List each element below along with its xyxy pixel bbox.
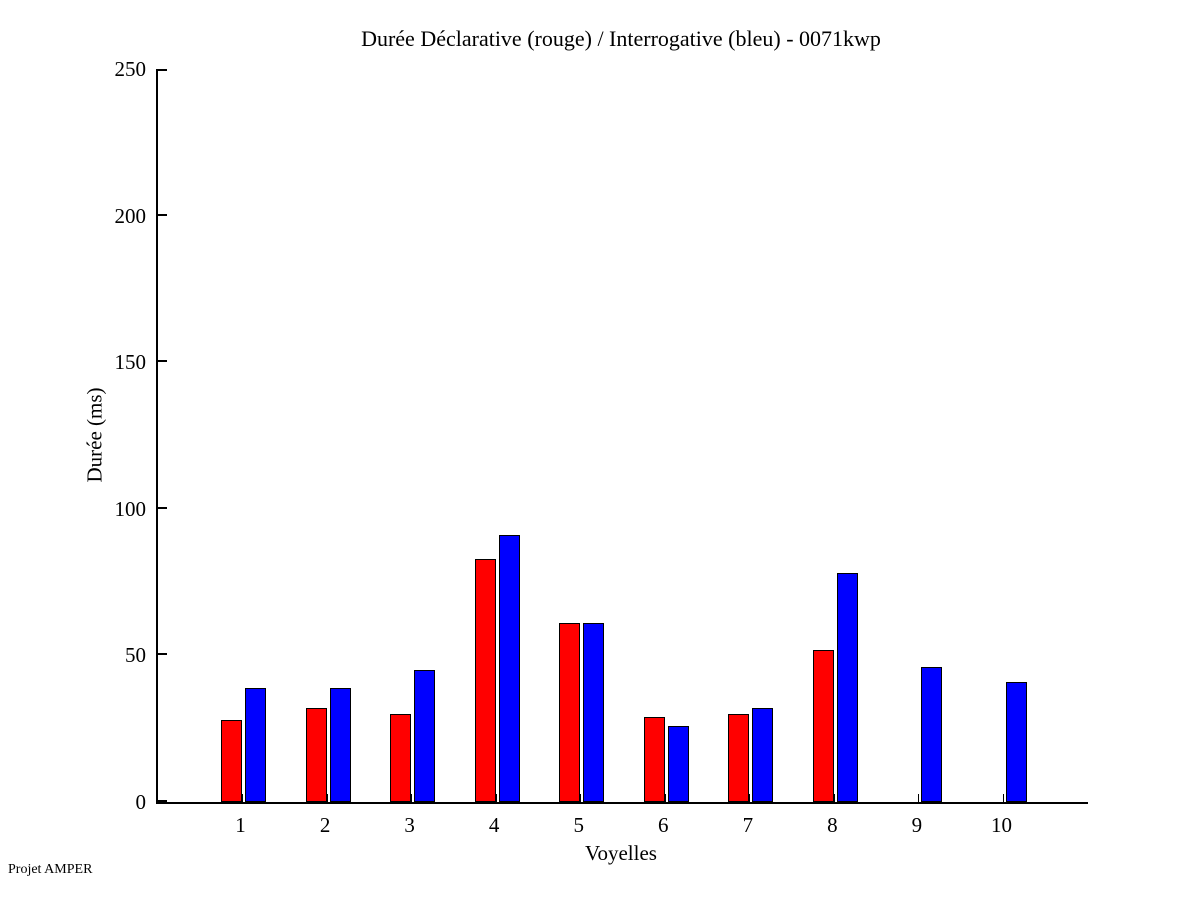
bar-declarative-2 <box>305 708 327 802</box>
bar-declarative-4 <box>474 558 496 802</box>
x-tick-label-3: 3 <box>404 813 415 837</box>
y-axis-label: Durée (ms) <box>82 387 107 483</box>
bar-interrogative-3 <box>414 670 436 802</box>
bar-interrogative-8 <box>836 573 858 802</box>
x-tick-label-7: 7 <box>742 813 754 837</box>
bar-declarative-5 <box>559 623 581 802</box>
y-tick-label-150: 150 <box>114 350 147 375</box>
x-tick-label-9: 9 <box>911 813 923 837</box>
y-tick-150 <box>158 360 167 363</box>
x-tick-2 <box>326 794 328 802</box>
x-tick-label-4: 4 <box>488 813 500 837</box>
bar-declarative-6 <box>643 716 665 802</box>
x-tick-5 <box>580 794 582 802</box>
bar-interrogative-4 <box>498 535 520 802</box>
bar-interrogative-2 <box>329 687 351 802</box>
y-tick-250 <box>158 69 167 71</box>
bar-interrogative-10 <box>1005 681 1027 802</box>
x-tick-4 <box>495 794 497 802</box>
x-tick-3 <box>411 794 413 802</box>
plot-area <box>156 69 1088 804</box>
y-tick-200 <box>158 213 167 216</box>
bar-declarative-1 <box>221 719 243 802</box>
y-tick-0 <box>158 800 167 802</box>
bar-interrogative-5 <box>583 623 605 802</box>
y-tick-label-250: 250 <box>114 57 147 81</box>
bar-interrogative-9 <box>921 667 943 802</box>
x-tick-label-1: 1 <box>235 813 246 837</box>
y-tick-50 <box>158 653 167 656</box>
x-tick-label-6: 6 <box>658 813 669 837</box>
y-tick-label-0: 0 <box>135 790 147 814</box>
x-tick-6 <box>664 794 666 802</box>
y-tick-label-100: 100 <box>114 496 147 521</box>
bar-interrogative-1 <box>245 687 267 802</box>
y-tick-100 <box>158 506 167 509</box>
x-tick-label-10: 10 <box>990 813 1012 837</box>
y-tick-label-200: 200 <box>114 203 147 228</box>
x-tick-9 <box>918 794 920 802</box>
y-tick-label-50: 50 <box>125 643 146 668</box>
project-credit: Projet AMPER <box>8 862 93 877</box>
chart-title: Durée Déclarative (rouge) / Interrogativ… <box>361 26 881 51</box>
x-tick-7 <box>749 794 751 802</box>
x-tick-1 <box>242 794 244 802</box>
x-tick-8 <box>833 794 835 802</box>
x-tick-label-5: 5 <box>573 813 584 837</box>
bar-declarative-7 <box>728 714 750 802</box>
x-tick-10 <box>1002 794 1004 802</box>
bar-declarative-3 <box>390 714 412 802</box>
x-tick-label-2: 2 <box>319 813 331 837</box>
bar-declarative-8 <box>812 649 834 802</box>
x-tick-label-8: 8 <box>827 813 838 837</box>
bar-interrogative-7 <box>752 708 774 802</box>
bar-interrogative-6 <box>667 725 689 802</box>
x-axis-label: Voyelles <box>585 841 657 865</box>
